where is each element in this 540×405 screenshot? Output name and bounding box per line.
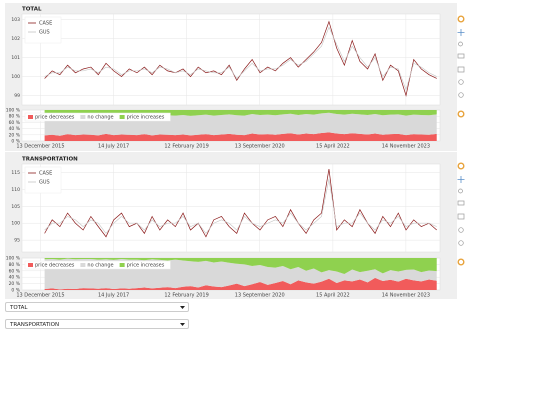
y-tick-label: 20 % [9,132,21,138]
box-zoom-tool[interactable] [457,200,465,206]
x-tick-label: 15 April 2022 [316,293,350,299]
toolbar-logo [457,258,465,266]
y-tick-label: 95 [14,238,20,244]
plot-background [21,163,441,253]
legend: price decreases no change price increases [24,260,171,270]
y-tick-label: 80 % [9,262,21,268]
pan-tool[interactable] [457,29,465,36]
legend-label: CASE [39,171,52,177]
legend-label: no change [87,115,113,121]
dropdown-value: TRANSPORTATION [10,322,60,328]
legend-box [24,260,171,270]
help-tool[interactable] [458,240,464,246]
y-tick-label: 100 % [6,108,21,114]
legend-swatch [28,263,33,267]
legend-box [24,16,62,44]
legend-box [24,112,171,122]
y-tick-label: 99 [14,93,20,99]
line-series [44,179,437,234]
y-tick-label: 80 % [9,114,21,120]
plot-background [21,13,441,106]
y-tick-label: 110 [11,187,20,193]
legend-label: CASE [39,21,52,27]
y-tick-label: 100 [11,221,20,227]
toolbar-logo [457,110,465,118]
dropdown-arrow [180,306,185,309]
legend-label: price decreases [35,115,75,121]
save-tool[interactable] [457,213,465,220]
help-tool[interactable] [458,92,464,98]
chart-title: TRANSPORTATION [22,157,78,163]
y-tick-label: 100 [11,74,20,80]
toolbar[interactable] [457,15,465,266]
y-tick-label: 100 % [6,256,21,262]
area-series [44,132,437,141]
legend-label: price increases [127,263,165,269]
y-tick-label: 40 % [9,126,21,132]
line-series [44,26,437,91]
x-tick-label: 12 February 2019 [164,144,208,150]
zoom-tool[interactable] [458,41,463,47]
dropdown-value: TOTAL [10,305,28,311]
dropdown[interactable]: TRANSPORTATION [5,319,189,329]
dropdown[interactable]: TOTAL [5,302,189,312]
x-tick-label: 15 April 2022 [316,144,350,150]
box-zoom-tool[interactable] [457,53,465,59]
zoom-tool[interactable] [458,188,463,194]
legend: CASE GUS [24,16,62,44]
x-tick-label: 14 November 2023 [382,293,430,299]
y-tick-label: 60 % [9,268,21,274]
reset-tool[interactable] [458,227,464,233]
legend-swatch [119,263,125,267]
x-tick-label: 13 December 2015 [16,293,64,299]
legend-label: no change [87,263,113,269]
legend-swatch [28,115,33,119]
chart: TOTAL 99 100 101 102 103 CASE GUS 13 December 20… [5,3,465,299]
y-tick-label: 102 [11,36,20,42]
y-tick-label: 115 [11,170,20,176]
legend: CASE GUS [24,166,62,194]
y-tick-label: 103 [11,17,20,23]
legend-swatch [119,115,125,119]
y-tick-label: 0 % [11,139,20,145]
x-tick-label: 14 July 2017 [98,144,129,150]
y-tick-label: 101 [11,55,20,61]
x-tick-label: 13 September 2020 [235,144,285,150]
x-tick-label: 13 December 2015 [16,144,64,150]
x-tick-label: 12 February 2019 [164,293,208,299]
chart-title: TOTAL [22,7,42,13]
dropdown-arrow [180,323,185,326]
x-tick-label: 14 November 2023 [382,144,430,150]
legend-label: price decreases [35,263,75,269]
legend-box [24,166,62,194]
save-tool[interactable] [457,66,465,73]
y-tick-label: 105 [11,204,20,210]
y-tick-label: 20 % [9,281,21,287]
toolbar-logo [457,15,465,23]
area-series [44,258,437,274]
legend-swatch [80,263,86,267]
legend-swatch [80,115,86,119]
y-tick-label: 0 % [11,288,20,294]
y-tick-label: 40 % [9,275,21,281]
x-tick-label: 13 September 2020 [235,293,285,299]
legend: price decreases no change price increases [24,112,171,122]
x-tick-label: 14 July 2017 [98,293,129,299]
legend-label: GUS [39,180,50,186]
y-tick-label: 60 % [9,120,21,126]
legend-label: price increases [127,115,165,121]
reset-tool[interactable] [458,79,464,85]
pan-tool[interactable] [457,176,465,183]
area-series [44,277,437,290]
toolbar-logo [457,162,465,170]
legend-label: GUS [39,30,50,36]
